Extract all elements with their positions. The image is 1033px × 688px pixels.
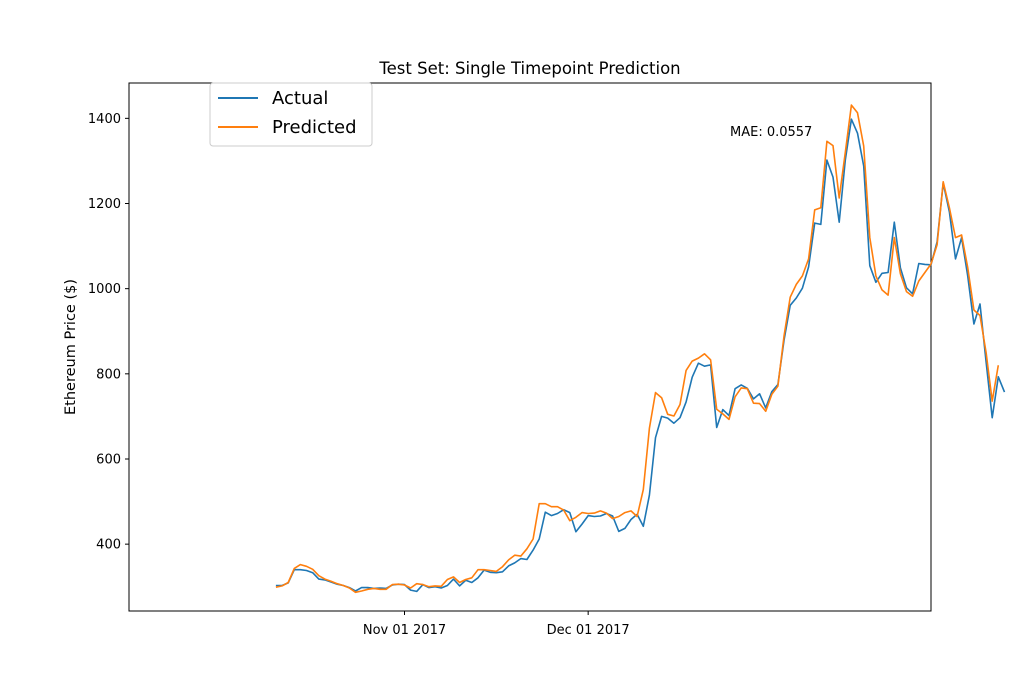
series-group <box>275 104 1006 594</box>
y-tick-label: 400 <box>96 538 121 553</box>
x-axis: Nov 01 2017 Dec 01 2017 <box>363 611 630 638</box>
y-axis-label: Ethereum Price ($) <box>63 279 79 415</box>
y-tick-label: 1000 <box>88 282 121 297</box>
chart-title: Test Set: Single Timepoint Prediction <box>378 59 680 78</box>
y-tick-label: 800 <box>96 367 121 382</box>
mae-annotation: MAE: 0.0557 <box>730 125 812 140</box>
legend-label-predicted: Predicted <box>272 117 357 138</box>
x-tick-label: Nov 01 2017 <box>363 623 446 638</box>
y-tick-label: 1200 <box>88 197 121 212</box>
x-tick-label: Dec 01 2017 <box>547 623 630 638</box>
legend: Actual Predicted <box>209 82 373 147</box>
y-axis: 400 600 800 1000 1200 1400 <box>88 112 129 553</box>
plot-area <box>128 82 932 612</box>
y-tick-label: 600 <box>96 452 121 467</box>
series-line-predicted <box>275 104 1000 594</box>
y-tick-label: 1400 <box>88 112 121 127</box>
legend-label-actual: Actual <box>272 88 328 109</box>
